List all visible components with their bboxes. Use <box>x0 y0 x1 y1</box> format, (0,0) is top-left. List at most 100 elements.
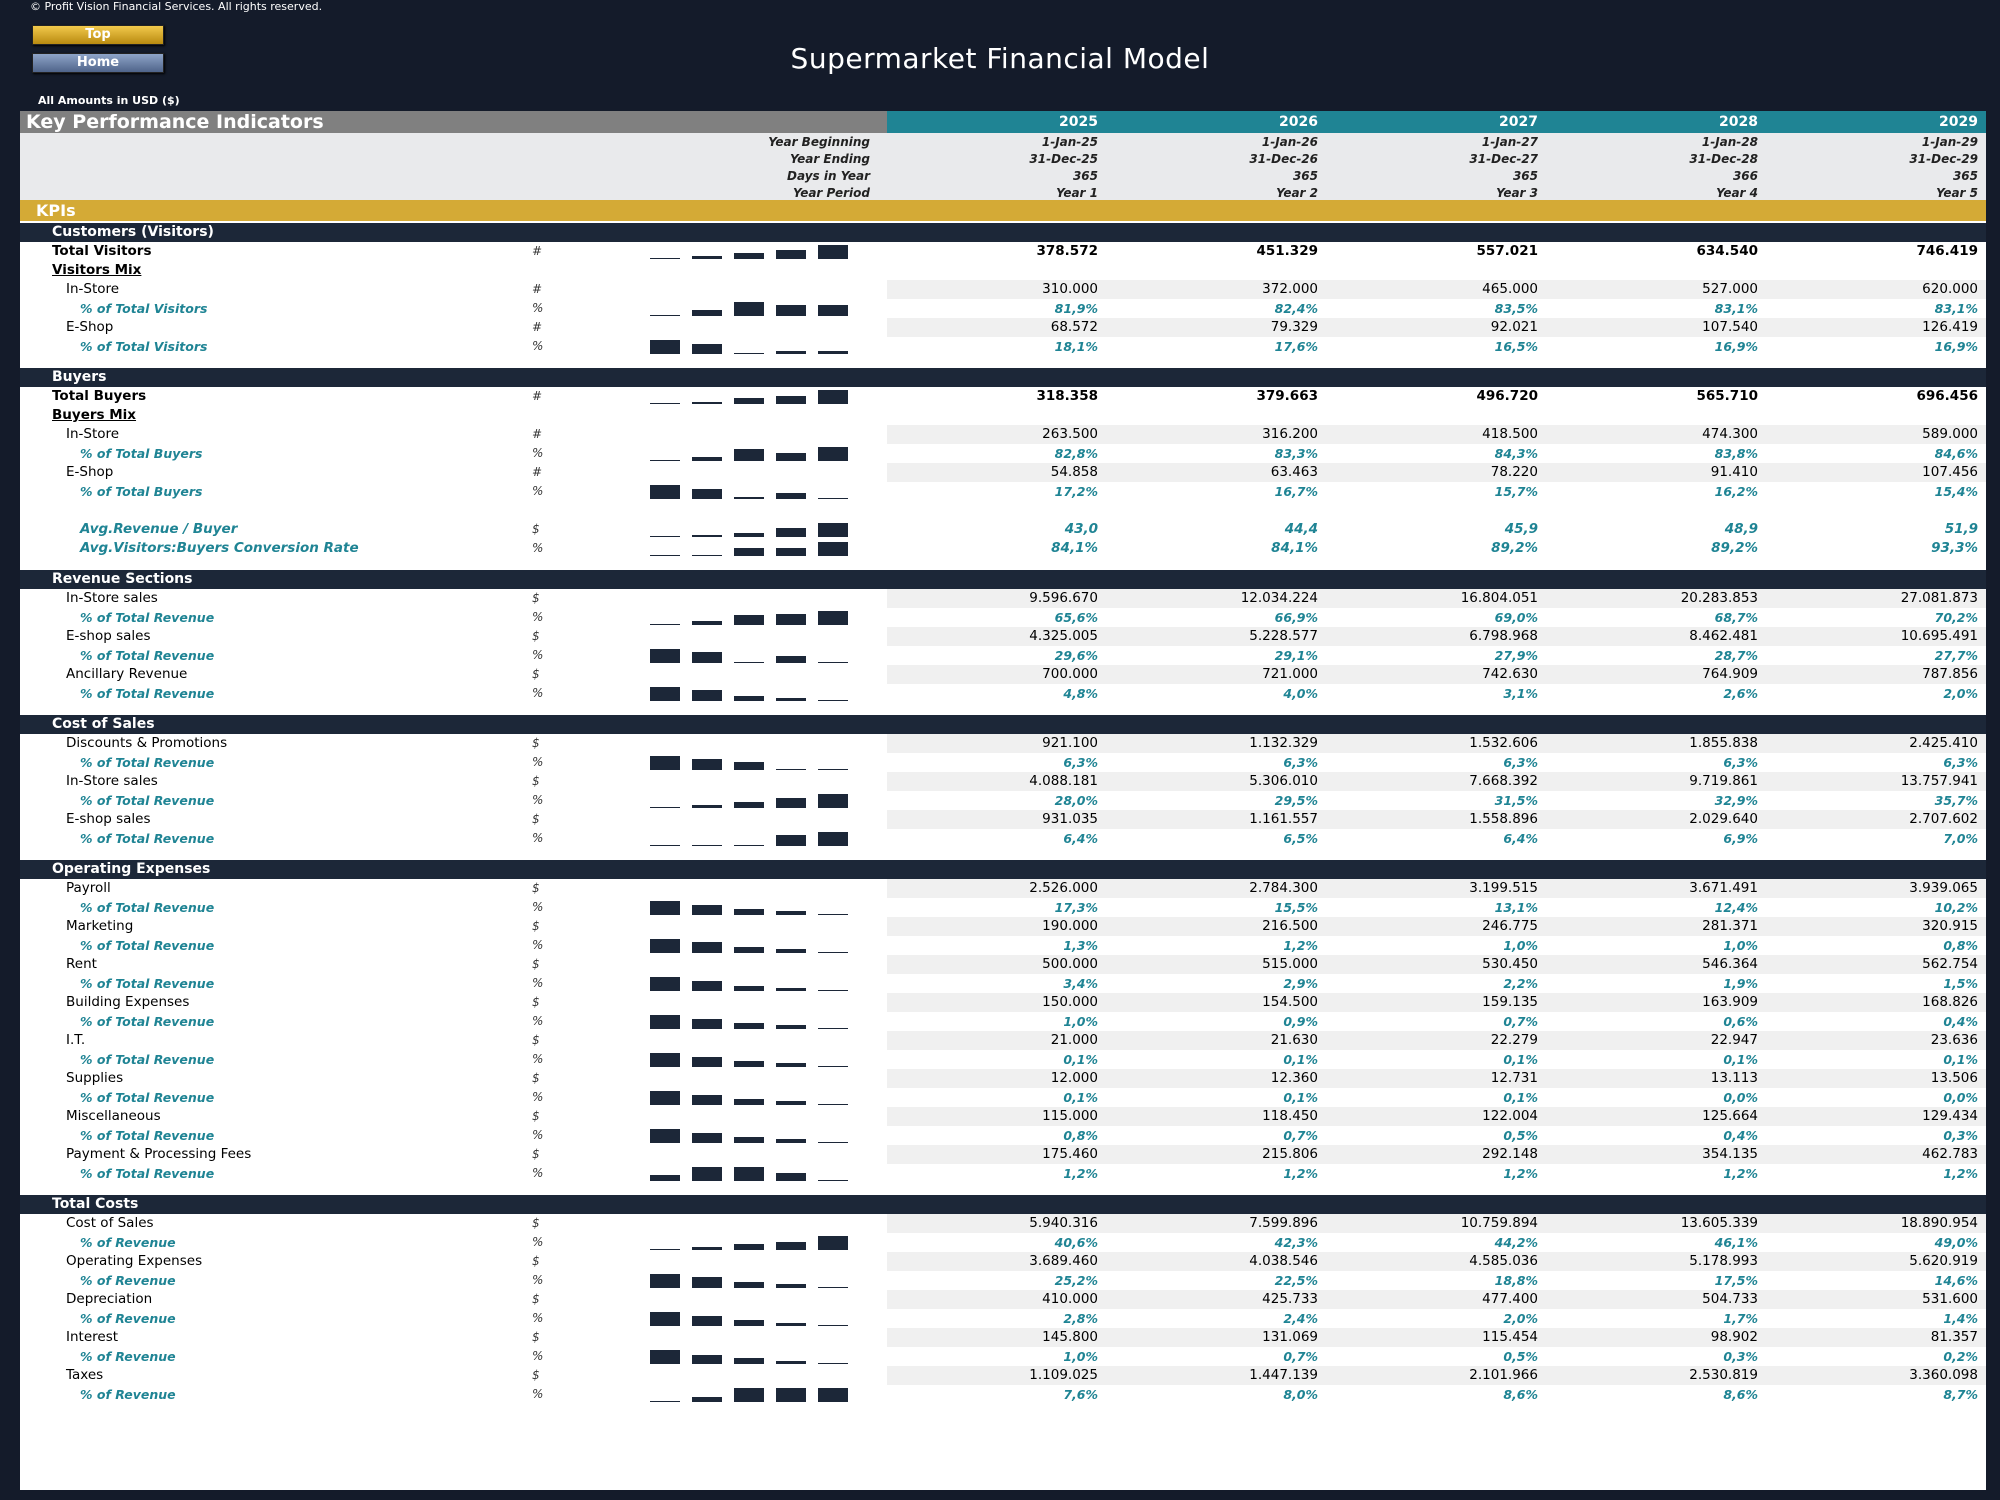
sparkline-bar <box>692 621 722 625</box>
cell-value: 318.358 <box>1036 388 1099 404</box>
cell-value: 27,9% <box>1494 648 1538 663</box>
cell-value: 190.000 <box>1042 918 1098 934</box>
unit-label: % <box>532 1235 544 1249</box>
cell-value: 29,6% <box>1054 648 1098 663</box>
kpi-header: Key Performance Indicators <box>20 111 887 133</box>
row-label: % of Revenue <box>80 1387 176 1402</box>
cell-value: 0,1% <box>1283 1052 1318 1067</box>
cell-value: 0,7% <box>1503 1014 1538 1029</box>
home-button[interactable]: Home <box>32 53 164 73</box>
sparkline-bar <box>650 1249 680 1250</box>
cell-value: 17,3% <box>1054 900 1098 915</box>
sparkline-bar <box>692 1316 722 1326</box>
row-label: % of Revenue <box>80 1273 176 1288</box>
cell-value: 6,3% <box>1063 755 1098 770</box>
cell-value: 2.425.410 <box>1909 735 1978 751</box>
sparkline-bar <box>650 315 680 316</box>
sparkline-bar <box>692 457 722 461</box>
cell-value: 16.804.051 <box>1460 590 1538 606</box>
table-row: Total Visitors #378.572 451.329 557.021 634.… <box>20 242 1986 261</box>
table-row: In-Store sales $9.596.670 12.034.224 16.804… <box>20 589 1986 608</box>
sparkline <box>650 299 880 318</box>
top-button[interactable]: Top <box>32 25 164 45</box>
meta-label: Days in Year <box>787 169 870 183</box>
unit-label: # <box>532 427 543 441</box>
sparkline <box>650 387 880 406</box>
cell-value: 0,5% <box>1503 1128 1538 1143</box>
cell-value: 4.585.036 <box>1469 1253 1538 1269</box>
cell-value: 5.620.919 <box>1909 1253 1978 1269</box>
cell-value: 22.279 <box>1490 1032 1538 1048</box>
period-meta-band: Year Beginning 1-Jan-25 1-Jan-26 1-Jan-27 1-… <box>20 133 1986 200</box>
table-row: % of Total Visitors% 81,9% 82,4% 83,5% 83,1%… <box>20 299 1986 318</box>
sparkline-bar <box>734 497 764 499</box>
value-band <box>887 1214 1986 1233</box>
unit-label: $ <box>532 1071 540 1085</box>
row-label: % of Total Revenue <box>80 1128 215 1143</box>
cell-value: 49,0% <box>1934 1235 1978 1250</box>
cell-value: 18,1% <box>1054 339 1098 354</box>
sparkline-bar <box>818 245 848 259</box>
sparkline-bar <box>776 698 806 701</box>
cell-value: 0,5% <box>1503 1349 1538 1364</box>
cell-value: 98.902 <box>1710 1329 1758 1345</box>
unit-label: $ <box>532 736 540 750</box>
cell-value: 17,6% <box>1274 339 1318 354</box>
sparkline-bar <box>776 396 806 404</box>
sparkline <box>650 1088 880 1107</box>
sparkline-bar <box>734 1388 764 1402</box>
cell-value: 83,8% <box>1714 446 1758 461</box>
meta-value: 31-Dec-27 <box>1469 152 1538 166</box>
sparkline <box>650 1164 880 1183</box>
sparkline-bar <box>818 611 848 625</box>
value-band <box>887 917 1986 936</box>
sparkline-bar <box>650 1053 680 1067</box>
unit-label: # <box>532 244 543 258</box>
section-header: Revenue Sections <box>20 570 1986 589</box>
section-header: Total Costs <box>20 1195 1986 1214</box>
table-row: % of Total Revenue% 4,8% 4,0% 3,1% 2,6% 2,0% <box>20 684 1986 703</box>
cell-value: 14,6% <box>1934 1273 1978 1288</box>
sparkline-bar <box>650 1175 680 1181</box>
meta-label: Year Period <box>793 186 870 200</box>
sparkline-bar <box>776 1284 806 1288</box>
cell-value: 410.000 <box>1042 1291 1098 1307</box>
cell-value: 0,2% <box>1943 1349 1978 1364</box>
cell-value: 175.460 <box>1042 1146 1098 1162</box>
unit-label: $ <box>532 1216 540 1230</box>
unit-label: % <box>532 976 544 990</box>
row-label: Avg.Visitors:Buyers Conversion Rate <box>80 540 359 556</box>
value-band <box>887 1328 1986 1347</box>
cell-value: 68.572 <box>1050 319 1098 335</box>
kpi-sheet: Key Performance Indicators 2025 2026 2027 2… <box>20 111 1986 1490</box>
cell-value: 12.000 <box>1050 1070 1098 1086</box>
cell-value: 118.450 <box>1262 1108 1318 1124</box>
cell-value: 1,7% <box>1723 1311 1758 1326</box>
cell-value: 2.526.000 <box>1029 880 1098 896</box>
sparkline-bar <box>692 1167 722 1181</box>
cell-value: 5.178.993 <box>1689 1253 1758 1269</box>
cell-value: 6,4% <box>1063 831 1098 846</box>
section-header: Customers (Visitors) <box>20 223 1986 242</box>
sparkline-bar <box>692 489 722 499</box>
unit-label: % <box>532 1014 544 1028</box>
unit-label: $ <box>532 881 540 895</box>
table-row: Avg.Revenue / Buyer $43,0 44,4 45,9 48,9 51,9 <box>20 520 1986 539</box>
cell-value: 1.532.606 <box>1469 735 1538 751</box>
cell-value: 0,1% <box>1063 1052 1098 1067</box>
cell-value: 418.500 <box>1482 426 1538 442</box>
row-label: % of Total Visitors <box>80 339 208 354</box>
cell-value: 6,3% <box>1283 755 1318 770</box>
table-row: Cost of Sales $5.940.316 7.599.896 10.759.8… <box>20 1214 1986 1233</box>
sparkline-bar <box>776 949 806 953</box>
cell-value: 8,0% <box>1283 1387 1318 1402</box>
cell-value: 4.325.005 <box>1029 628 1098 644</box>
table-row: Supplies $12.000 12.360 12.731 13.113 13.506 <box>20 1069 1986 1088</box>
currency-note: All Amounts in USD ($) <box>38 94 180 107</box>
cell-value: 6,5% <box>1283 831 1318 846</box>
row-label: E-Shop <box>66 319 114 335</box>
sparkline-bar <box>734 986 764 991</box>
value-band <box>887 1252 1986 1271</box>
sparkline-bar <box>818 1028 848 1029</box>
sparkline-bar <box>818 390 848 404</box>
